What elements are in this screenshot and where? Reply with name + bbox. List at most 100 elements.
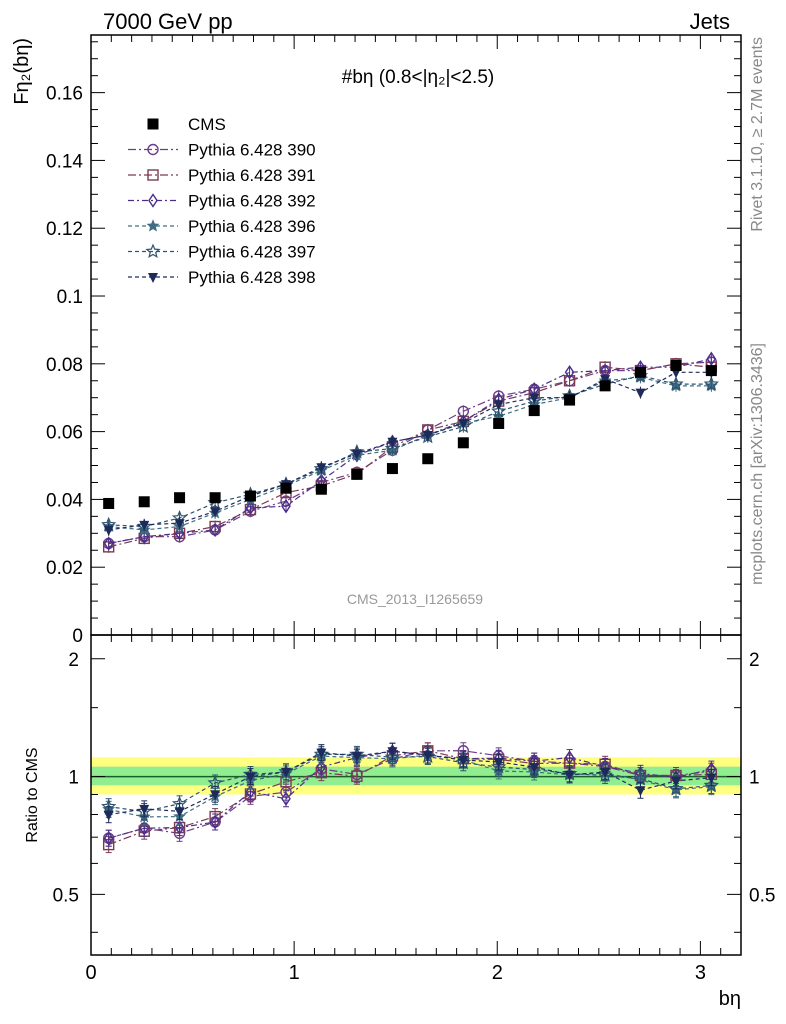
series-pythia-6.428-397: [101, 367, 720, 534]
data-point: [174, 519, 185, 530]
data-point: [564, 365, 575, 380]
data-point: [384, 440, 401, 456]
legend-item: Pythia 6.428 392: [128, 192, 316, 211]
data-point: [139, 520, 150, 531]
legend-item: Pythia 6.428 396: [128, 217, 316, 236]
data-point: [210, 814, 220, 830]
data-point: [148, 193, 158, 208]
data-point: [458, 419, 469, 430]
data-point: [493, 400, 504, 411]
data-point: [528, 405, 540, 417]
series-line: [108, 358, 712, 545]
x-tick-label: 2: [492, 962, 503, 984]
series-line: [108, 375, 712, 528]
data-point: [671, 776, 681, 787]
ratio-series-layer: [101, 742, 720, 854]
data-point: [147, 118, 159, 130]
y-tick-label: 0.02: [46, 558, 83, 579]
x-tick-label: 0: [85, 962, 96, 984]
series-pythia-6.428-390: [102, 356, 718, 550]
axes: 0 1 2 3 0 0.02 0.04 0.06 0.08 0.1 0.12 0.14 0.16 0.5 0…: [46, 35, 775, 984]
data-point: [210, 522, 220, 538]
data-point: [422, 431, 433, 441]
x-tick-label: 3: [695, 962, 706, 984]
data-point: [668, 780, 684, 796]
series-line: [108, 376, 712, 531]
y-tick-label: 0.1: [57, 287, 83, 308]
data-point: [457, 437, 469, 449]
main-series-layer: [101, 351, 720, 553]
legend-label: Pythia 6.428 391: [188, 166, 316, 185]
data-point: [316, 463, 327, 474]
ratio-line: [108, 750, 712, 839]
data-point: [387, 747, 398, 758]
data-point: [351, 751, 362, 762]
data-point: [564, 750, 575, 765]
data-point: [386, 463, 398, 475]
y-tick-label: 0.14: [46, 151, 83, 172]
ratio-series-pythia-6.428-398: [103, 742, 717, 824]
data-point: [351, 770, 363, 782]
ratio-line: [108, 753, 712, 813]
data-point: [351, 449, 362, 460]
data-point: [245, 772, 256, 783]
data-point: [148, 273, 158, 283]
data-point: [316, 748, 327, 759]
data-point: [564, 770, 575, 781]
series-pythia-6.428-391: [102, 357, 718, 553]
data-point: [147, 143, 159, 156]
rivet-label: Rivet 3.1.10, ≥ 2.7M events: [749, 37, 766, 232]
data-point: [210, 507, 221, 518]
y-tick-label: 0.04: [46, 490, 83, 511]
data-point: [174, 820, 185, 835]
y-tick-label: 0.08: [46, 355, 83, 376]
legend-item: Pythia 6.428 390: [128, 141, 316, 160]
data-point: [316, 759, 327, 775]
data-point: [147, 169, 159, 181]
data-point: [668, 376, 684, 391]
data-point: [174, 526, 185, 541]
ratio-line: [108, 750, 712, 839]
data-point: [422, 453, 434, 465]
data-point: [670, 360, 682, 372]
data-point: [600, 375, 611, 386]
ratio-tick-label: 1: [749, 768, 760, 789]
data-point: [174, 807, 185, 818]
data-point: [493, 417, 505, 429]
legend-item: Pythia 6.428 391: [128, 166, 316, 185]
data-point: [103, 525, 114, 536]
y-tick-label: 0.12: [46, 219, 83, 240]
data-point: [458, 756, 469, 767]
data-point: [387, 437, 398, 448]
plot-title: #bη (0.8<|η₂|<2.5): [342, 67, 494, 88]
data-point: [706, 773, 717, 784]
series-pythia-6.428-398: [103, 366, 717, 536]
data-point: [706, 351, 717, 366]
data-point: [705, 365, 717, 377]
legend-label: Pythia 6.428 397: [188, 243, 316, 262]
data-point: [103, 536, 114, 551]
data-point: [103, 830, 114, 846]
ratio-tick-label: 0.5: [53, 885, 79, 906]
series-pythia-6.428-396: [102, 370, 718, 536]
data-point: [351, 468, 363, 480]
data-point: [139, 820, 150, 836]
y-axis-label: Fη₂(bη): [11, 38, 33, 105]
series-pythia-6.428-392: [103, 351, 717, 551]
data-point: [103, 810, 114, 821]
data-point: [599, 380, 611, 392]
legend-item: CMS: [147, 115, 226, 134]
ratio-tick-label: 0.5: [749, 885, 775, 906]
data-point: [281, 498, 291, 514]
legend-label: Pythia 6.428 398: [188, 268, 316, 287]
data-point: [315, 483, 327, 495]
ratio-y-axis-label: Ratio to CMS: [24, 747, 41, 842]
legend-label: Pythia 6.428 396: [188, 217, 316, 236]
data-point: [281, 767, 291, 778]
ratio-tick-label: 1: [68, 768, 79, 789]
data-point: [245, 784, 256, 799]
legend-label: Pythia 6.428 390: [188, 141, 316, 160]
data-point: [493, 757, 504, 768]
data-point: [384, 749, 401, 764]
